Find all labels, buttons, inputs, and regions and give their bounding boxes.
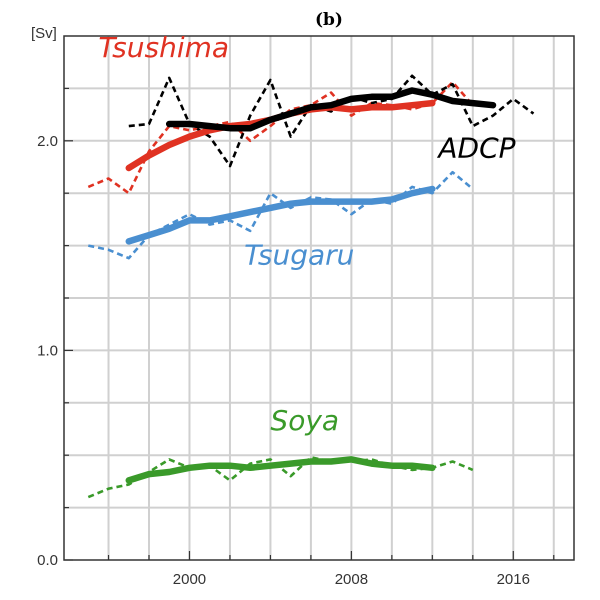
panel-label: (b) <box>315 10 343 30</box>
series-layer <box>87 74 535 499</box>
adcp-label: ADCP <box>436 132 515 165</box>
tsugaru-dashed-series-line <box>88 170 474 260</box>
tsugaru-label: Tsugaru <box>244 238 354 271</box>
x-tick-label: 2008 <box>335 571 368 588</box>
adcp-dashed-series-line <box>128 74 535 168</box>
soya-label: Soya <box>270 404 339 437</box>
y-tick-label: 1.0 <box>37 342 58 359</box>
tsugaru-solid-series-line <box>125 185 436 245</box>
y-tick-label: 0.0 <box>37 552 58 569</box>
ticks <box>64 87 555 561</box>
tsushima-label: Tsushima <box>98 31 229 64</box>
tsushima-solid-series-line <box>125 99 436 172</box>
tsushima-dashed-series-line <box>87 80 474 195</box>
adcp-solid-series-line <box>165 87 497 132</box>
x-tick-label: 2000 <box>173 571 206 588</box>
y-axis-unit-label: [Sv] <box>31 25 57 42</box>
soya-dashed-series-line <box>87 455 474 499</box>
y-tick-label: 2.0 <box>37 133 58 150</box>
tick-labels: 2000 2008 2016 0.0 1.0 2.0 <box>37 133 530 588</box>
soya-solid-series-line <box>125 456 436 484</box>
grid <box>64 36 574 560</box>
series-labels: Tsushima ADCP Tsugaru Soya <box>98 31 515 437</box>
x-tick-label: 2016 <box>497 571 530 588</box>
